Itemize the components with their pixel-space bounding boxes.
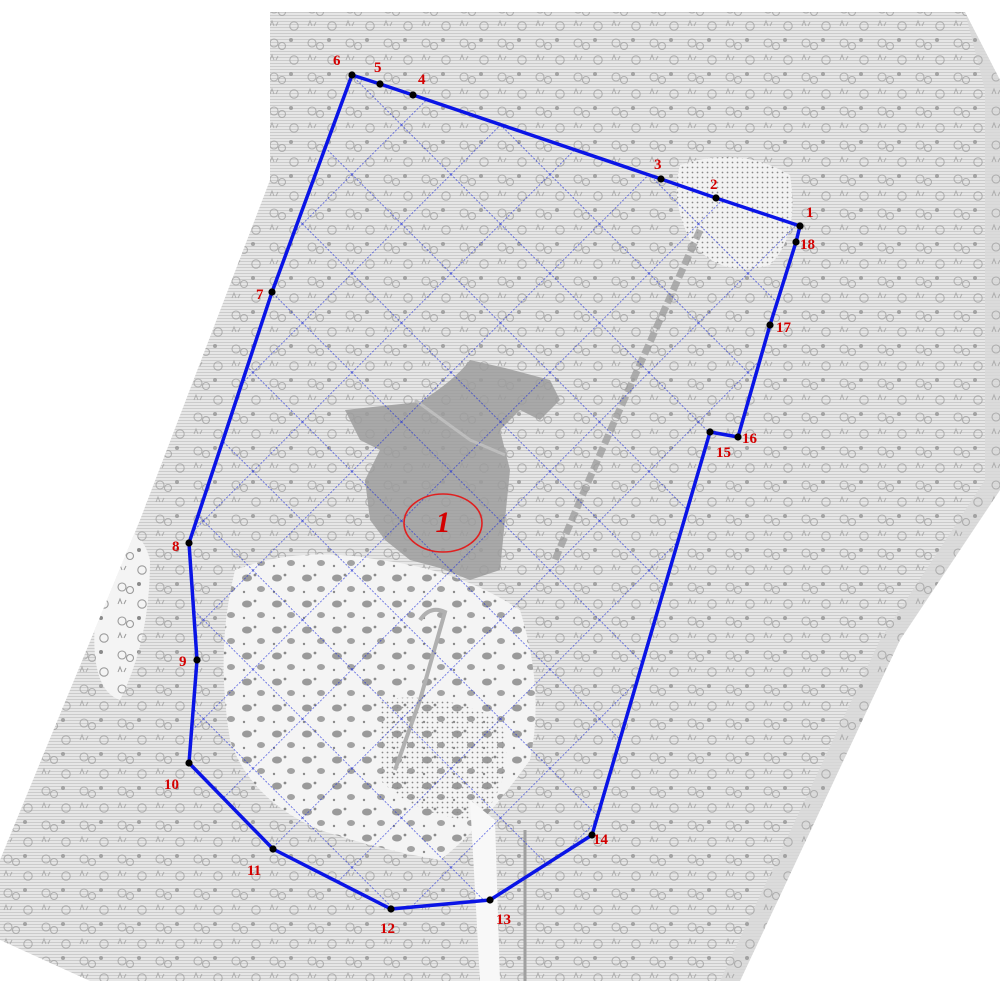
vertex-label-12: 12 — [380, 921, 395, 937]
vertex-label-8: 8 — [172, 539, 180, 555]
vertex-4: 4 — [409, 72, 426, 99]
vertex-label-17: 17 — [776, 320, 792, 336]
vertex-11: 11 — [247, 845, 277, 879]
vertex-label-11: 11 — [247, 863, 261, 879]
vertex-label-9: 9 — [179, 654, 187, 670]
vertex-label-3: 3 — [654, 157, 662, 173]
vertex-label-2: 2 — [710, 177, 718, 193]
vertex-label-1: 1 — [806, 205, 814, 221]
vertex-label-10: 10 — [164, 777, 179, 793]
vertex-label-4: 4 — [418, 72, 426, 88]
vertex-6: 6 — [333, 53, 356, 79]
parcel-label-ellipse — [403, 493, 483, 553]
vertex-18: 18 — [792, 237, 815, 253]
vertex-label-18: 18 — [800, 237, 815, 253]
vertex-8: 8 — [172, 539, 193, 555]
parcel-grid-fill — [189, 75, 800, 909]
vertex-7: 7 — [256, 287, 276, 303]
parcel-label: 1 — [436, 506, 451, 539]
vertex-12: 12 — [380, 905, 395, 937]
vertex-10: 10 — [164, 759, 193, 793]
vertex-label-6: 6 — [333, 53, 341, 69]
vertex-17: 17 — [766, 320, 792, 336]
vertex-label-7: 7 — [256, 287, 264, 303]
vertex-13: 13 — [486, 896, 511, 928]
vertex-1: 1 — [796, 205, 814, 230]
vertex-label-5: 5 — [374, 60, 382, 76]
vertex-label-13: 13 — [496, 912, 511, 928]
vertex-label-16: 16 — [742, 431, 758, 447]
vertex-9: 9 — [179, 654, 201, 670]
vertex-label-14: 14 — [593, 832, 609, 848]
vertex-3: 3 — [654, 157, 665, 183]
vertex-16: 16 — [734, 431, 758, 447]
vertex-2: 2 — [710, 177, 720, 202]
vertex-5: 5 — [374, 60, 384, 88]
vertex-label-15: 15 — [716, 445, 731, 461]
vertex-14: 14 — [588, 831, 609, 848]
vertex-15: 15 — [706, 428, 731, 461]
vertex-markers: 1 2 3 4 5 6 7 8 9 10 11 12 13 14 15 16 1… — [164, 53, 815, 937]
